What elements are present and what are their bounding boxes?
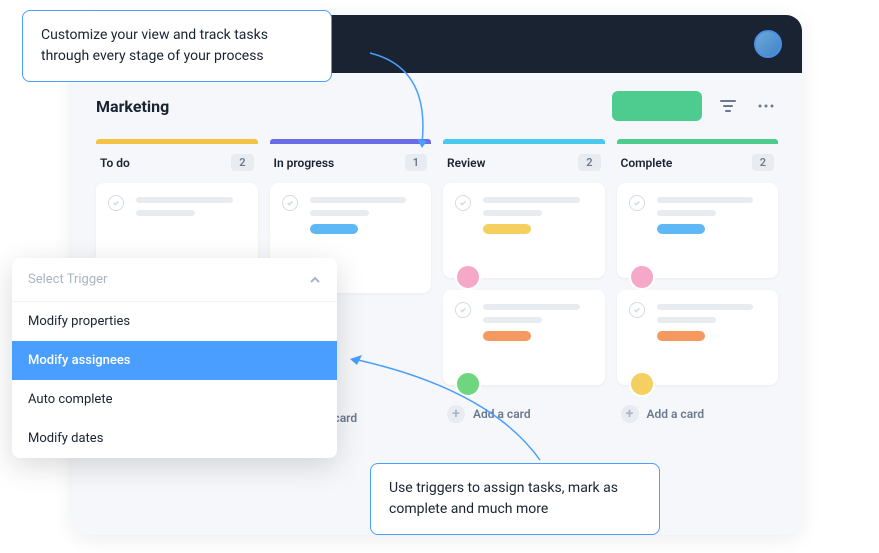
add-card-label: Add a card xyxy=(473,407,531,421)
column-count-badge: 1 xyxy=(405,154,427,171)
trigger-header-label: Select Trigger xyxy=(28,272,107,287)
trigger-option[interactable]: Modify dates xyxy=(12,419,337,458)
task-card[interactable] xyxy=(617,183,779,278)
assignee-avatar[interactable] xyxy=(629,371,655,397)
card-content-placeholder xyxy=(657,197,765,216)
card-content-placeholder xyxy=(136,197,244,216)
filter-icon[interactable] xyxy=(716,94,740,118)
column-title: In progress xyxy=(274,156,335,170)
task-card[interactable] xyxy=(617,290,779,385)
check-icon xyxy=(455,302,471,318)
column-color-bar xyxy=(270,139,432,144)
column-review: Review 2 + Add a card xyxy=(443,139,605,435)
card-content-placeholder xyxy=(483,304,591,323)
column-count-badge: 2 xyxy=(578,154,600,171)
card-content-placeholder xyxy=(483,197,591,216)
column-color-bar xyxy=(96,139,258,144)
card-content-placeholder xyxy=(310,197,418,216)
callout-triggers: Use triggers to assign tasks, mark as co… xyxy=(370,463,660,535)
column-header: Review 2 xyxy=(443,154,605,183)
callout-text: Use triggers to assign tasks, mark as co… xyxy=(389,480,618,517)
check-icon xyxy=(455,195,471,211)
check-icon xyxy=(282,195,298,211)
column-count-badge: 2 xyxy=(752,154,774,171)
add-card-button[interactable]: + Add a card xyxy=(617,397,779,431)
plus-icon: + xyxy=(447,405,465,423)
tag-pill xyxy=(310,224,358,234)
callout-text: Customize your view and track tasks thro… xyxy=(41,27,268,64)
trigger-dropdown[interactable]: Select Trigger Modify propertiesModify a… xyxy=(12,258,337,458)
check-icon xyxy=(108,195,124,211)
column-count-badge: 2 xyxy=(231,154,253,171)
page-title: Marketing xyxy=(96,97,169,116)
column-title: Complete xyxy=(621,156,673,170)
column-title: Review xyxy=(447,156,485,170)
column-header: Complete 2 xyxy=(617,154,779,183)
column-header: In progress 1 xyxy=(270,154,432,183)
trigger-option[interactable]: Auto complete xyxy=(12,380,337,419)
assignee-avatar[interactable] xyxy=(629,264,655,290)
tag-pill xyxy=(483,224,531,234)
add-card-button[interactable]: + Add a card xyxy=(443,397,605,431)
tag-pill xyxy=(657,224,705,234)
check-icon xyxy=(629,302,645,318)
check-icon xyxy=(629,195,645,211)
plus-icon: + xyxy=(621,405,639,423)
add-card-label: Add a card xyxy=(647,407,705,421)
trigger-option[interactable]: Modify assignees xyxy=(12,341,337,380)
column-complete: Complete 2 + Add a car xyxy=(617,139,779,435)
trigger-option[interactable]: Modify properties xyxy=(12,302,337,341)
column-color-bar xyxy=(617,139,779,144)
column-header: To do 2 xyxy=(96,154,258,183)
more-icon[interactable] xyxy=(754,94,778,118)
tag-pill xyxy=(657,331,705,341)
task-card[interactable] xyxy=(443,183,605,278)
primary-action-button[interactable] xyxy=(612,91,702,121)
assignee-avatar[interactable] xyxy=(455,371,481,397)
column-color-bar xyxy=(443,139,605,144)
task-card[interactable] xyxy=(443,290,605,385)
assignee-avatar[interactable] xyxy=(455,264,481,290)
chevron-up-icon xyxy=(309,276,321,284)
card-content-placeholder xyxy=(657,304,765,323)
trigger-dropdown-header[interactable]: Select Trigger xyxy=(12,258,337,302)
column-title: To do xyxy=(100,156,130,170)
user-avatar[interactable] xyxy=(754,30,782,58)
tag-pill xyxy=(483,331,531,341)
callout-customize: Customize your view and track tasks thro… xyxy=(22,10,332,82)
header-actions xyxy=(612,91,778,121)
